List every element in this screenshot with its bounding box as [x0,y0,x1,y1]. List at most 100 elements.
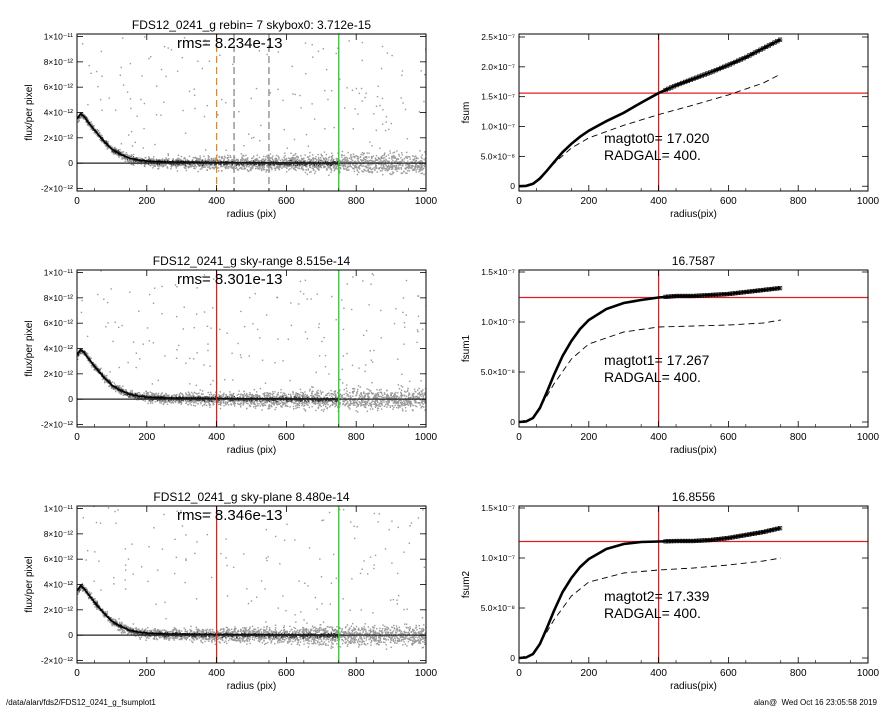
data-point [358,167,361,169]
data-point [361,151,364,154]
data-point [143,392,145,394]
data-point [136,115,138,117]
data-point [305,72,307,75]
data-point [397,158,400,160]
data-point [285,157,288,160]
data-point [357,113,359,115]
profile-point [195,160,197,162]
profile-point [283,164,285,166]
data-point [358,401,360,403]
data-point [243,167,245,169]
data-point [222,165,224,168]
profile-point [264,163,266,166]
data-point [388,160,390,163]
data-point [316,168,319,170]
data-point [231,158,233,161]
data-point [330,90,333,92]
data-point [370,390,372,392]
data-point [320,397,322,399]
data-point [391,164,394,167]
data-point [313,166,315,168]
data-point [421,393,424,395]
data-point [149,158,151,160]
data-point [347,405,349,408]
data-point [411,164,414,167]
data-point [235,158,238,161]
profile-point [135,157,137,159]
data-point [395,308,397,310]
data-point [373,113,375,115]
data-point [190,391,193,394]
data-point [305,133,308,136]
data-point [389,150,391,152]
data-point [274,169,276,171]
data-point [275,402,277,404]
data-point [315,409,317,412]
data-point [422,389,424,391]
data-point [371,156,373,159]
data-point [275,406,277,409]
profile-point [253,163,255,165]
data-point [241,157,243,160]
data-point [288,159,291,162]
data-point [235,167,237,169]
data-point [418,391,421,394]
y-tick-label: 2.5×10⁻⁷ [481,32,515,42]
data-point [252,166,254,168]
data-point [197,60,199,62]
data-point [287,338,290,341]
data-point [312,386,314,389]
data-point [152,164,154,167]
data-point [261,166,263,169]
data-point [387,164,390,167]
data-point [194,167,196,170]
data-point [257,159,259,161]
data-point [408,166,410,169]
data-point [271,168,273,171]
data-point [278,168,280,171]
profile-point [270,163,272,166]
data-point [419,167,421,169]
data-point [157,167,160,170]
data-point [400,152,403,154]
data-point [317,394,320,397]
data-point [420,156,422,158]
data-point [299,388,302,391]
data-point [294,154,296,156]
data-point [356,411,359,413]
data-point [265,159,267,161]
data-point [407,167,410,170]
data-point [407,163,409,165]
data-point [176,349,178,351]
profile-point [118,153,120,156]
data-point [147,163,150,166]
data-point [373,395,376,397]
y-tick-label: 2.0×10⁻⁷ [481,62,515,72]
data-point [81,299,83,302]
data-point [156,394,158,396]
data-point [395,167,397,169]
data-point [394,404,396,407]
data-point [271,167,273,170]
profile-point [270,161,272,163]
data-point [269,157,272,159]
data-point [366,161,369,164]
data-point [322,160,324,162]
data-point [213,164,215,167]
data-point [398,153,400,156]
data-point [215,391,217,394]
data-point [189,383,191,385]
data-point [201,67,204,70]
data-point [374,166,377,168]
data-point [248,133,250,135]
data-point [215,164,217,167]
data-point [148,57,150,60]
data-point [293,138,296,141]
data-point [372,274,375,276]
data-point [144,36,146,38]
profile-point [268,164,271,166]
data-point [380,400,382,403]
data-point [235,167,238,169]
data-point [233,164,236,166]
data-point [243,155,245,157]
